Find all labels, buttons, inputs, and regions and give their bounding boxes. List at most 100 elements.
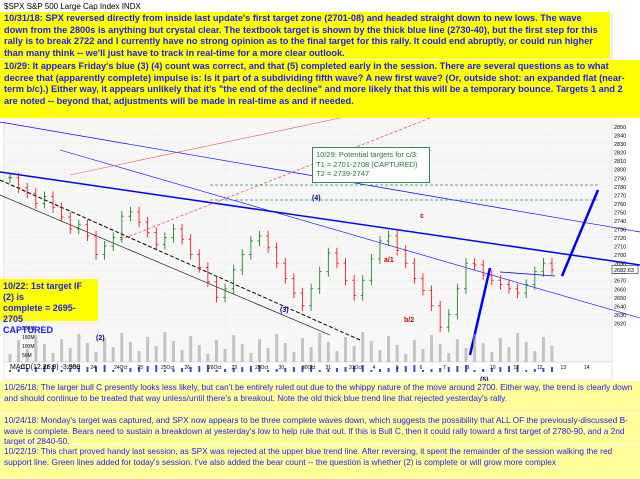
target-box-line1: 10/29: Potential targets for c/3:	[316, 150, 419, 159]
macd-bar	[95, 366, 98, 372]
macd-bar	[387, 368, 390, 372]
time-tick-label: 4	[373, 365, 376, 371]
note-oct29: 10/29: It appears Friday's blue (3) (4) …	[0, 60, 640, 118]
volume-bar	[128, 342, 132, 362]
macd-panel	[3, 361, 613, 381]
price-tick-label: 2620	[614, 321, 626, 327]
note-oct24: 10/24/18: Monday's target was captured, …	[0, 414, 640, 446]
macd-label: MACD(12,26,9) -3.998	[10, 364, 81, 371]
price-tick-label: 2650	[614, 296, 626, 302]
volume-bar	[404, 354, 408, 362]
macd-bar	[430, 369, 433, 372]
macd-bar	[43, 366, 46, 372]
price-tick-label: 2730	[614, 228, 626, 234]
volume-bar	[395, 345, 399, 362]
volume-bar	[42, 344, 46, 362]
macd-bar	[301, 366, 304, 372]
volume-bar	[473, 334, 477, 362]
volume-bar	[309, 347, 313, 362]
price-tick-label: 2690	[614, 262, 626, 268]
volume-bar	[223, 349, 227, 362]
wave-label: b/2	[404, 317, 414, 324]
macd-bar	[344, 367, 347, 372]
macd-bar	[215, 370, 218, 372]
macd-bar	[439, 368, 442, 372]
price-tick-label: 2630	[614, 313, 626, 319]
volume-bar	[524, 342, 528, 362]
volume-tick-label: 150M	[22, 335, 35, 341]
macd-bar	[292, 367, 295, 372]
macd-bar	[17, 369, 20, 372]
volume-bar	[180, 350, 184, 362]
volume-bar	[438, 344, 442, 362]
target-box-line2: T1 = 2701-2708 (CAPTURED)	[316, 159, 418, 169]
macd-bar	[9, 370, 11, 372]
volume-bar	[455, 339, 459, 362]
volume-bar	[94, 352, 98, 362]
price-tick-label: 2800	[614, 168, 626, 174]
volume-bar	[68, 348, 72, 362]
volume-bar	[283, 343, 287, 362]
volume-bar	[490, 352, 494, 362]
volume-bar	[344, 337, 348, 362]
time-tick-label: 26Oct	[208, 365, 222, 371]
macd-bar	[189, 367, 192, 372]
macd-bar	[112, 370, 115, 372]
macd-bar	[138, 367, 141, 372]
volume-bar	[412, 340, 416, 362]
wave-label: (2)	[96, 335, 105, 342]
volume-bar	[369, 341, 373, 362]
volume-bar	[171, 341, 175, 362]
volume-bar	[146, 337, 150, 362]
macd-bar	[499, 367, 502, 372]
time-tick-label: 31Oct	[349, 365, 363, 371]
macd-bar	[482, 369, 485, 372]
macd-bar	[52, 365, 55, 372]
volume-bar	[498, 338, 502, 362]
time-tick-label: 25Oct	[161, 365, 175, 371]
volume-bar	[266, 348, 270, 362]
macd-bar	[551, 367, 553, 372]
time-tick-label: 7	[443, 365, 446, 371]
time-tick-label: 24Oct	[114, 365, 128, 371]
volume-bar	[335, 351, 339, 362]
volume-bar	[387, 336, 391, 362]
note-oct26: 10/26/18: The larger bull C presently lo…	[0, 381, 640, 413]
volume-bar	[8, 354, 12, 362]
macd-bar	[249, 366, 252, 372]
price-tick-label: 2760	[614, 202, 626, 208]
volume-bar	[275, 334, 279, 362]
macd-bar	[232, 368, 235, 372]
volume-bar	[533, 351, 537, 362]
price-tick-label: 2670	[614, 279, 626, 285]
macd-bar	[120, 369, 123, 372]
time-tick-label: 29	[232, 365, 238, 371]
blue-short-line	[499, 271, 556, 277]
blue-channel-lower	[59, 149, 640, 319]
macd-bar	[241, 367, 244, 372]
volume-bar	[163, 332, 167, 362]
volume-bar	[421, 349, 425, 362]
wave-label: (5)	[480, 377, 489, 384]
volume-bar	[352, 346, 356, 362]
price-tick-label: 2660	[614, 287, 626, 293]
price-tick-label: 2720	[614, 236, 626, 242]
current-price-box	[611, 265, 639, 274]
macd-bar	[181, 368, 184, 372]
macd-bar	[163, 370, 166, 372]
time-tick-label: 9	[467, 365, 470, 371]
price-tick-label: 2750	[614, 210, 626, 216]
volume-bar	[481, 343, 485, 362]
price-tick-label: 2830	[614, 142, 626, 148]
macd-bar	[60, 370, 63, 372]
wave-label: (4)	[312, 195, 321, 202]
macd-bar	[69, 369, 72, 372]
macd-bar	[370, 370, 373, 372]
time-tick-label: 23Oct	[67, 365, 81, 371]
red-support-line	[119, 117, 431, 241]
volume-bar	[103, 338, 107, 362]
volume-bar	[326, 342, 330, 362]
macd-bar	[378, 369, 381, 372]
macd-bar	[86, 367, 89, 372]
macd-bar	[507, 366, 510, 372]
